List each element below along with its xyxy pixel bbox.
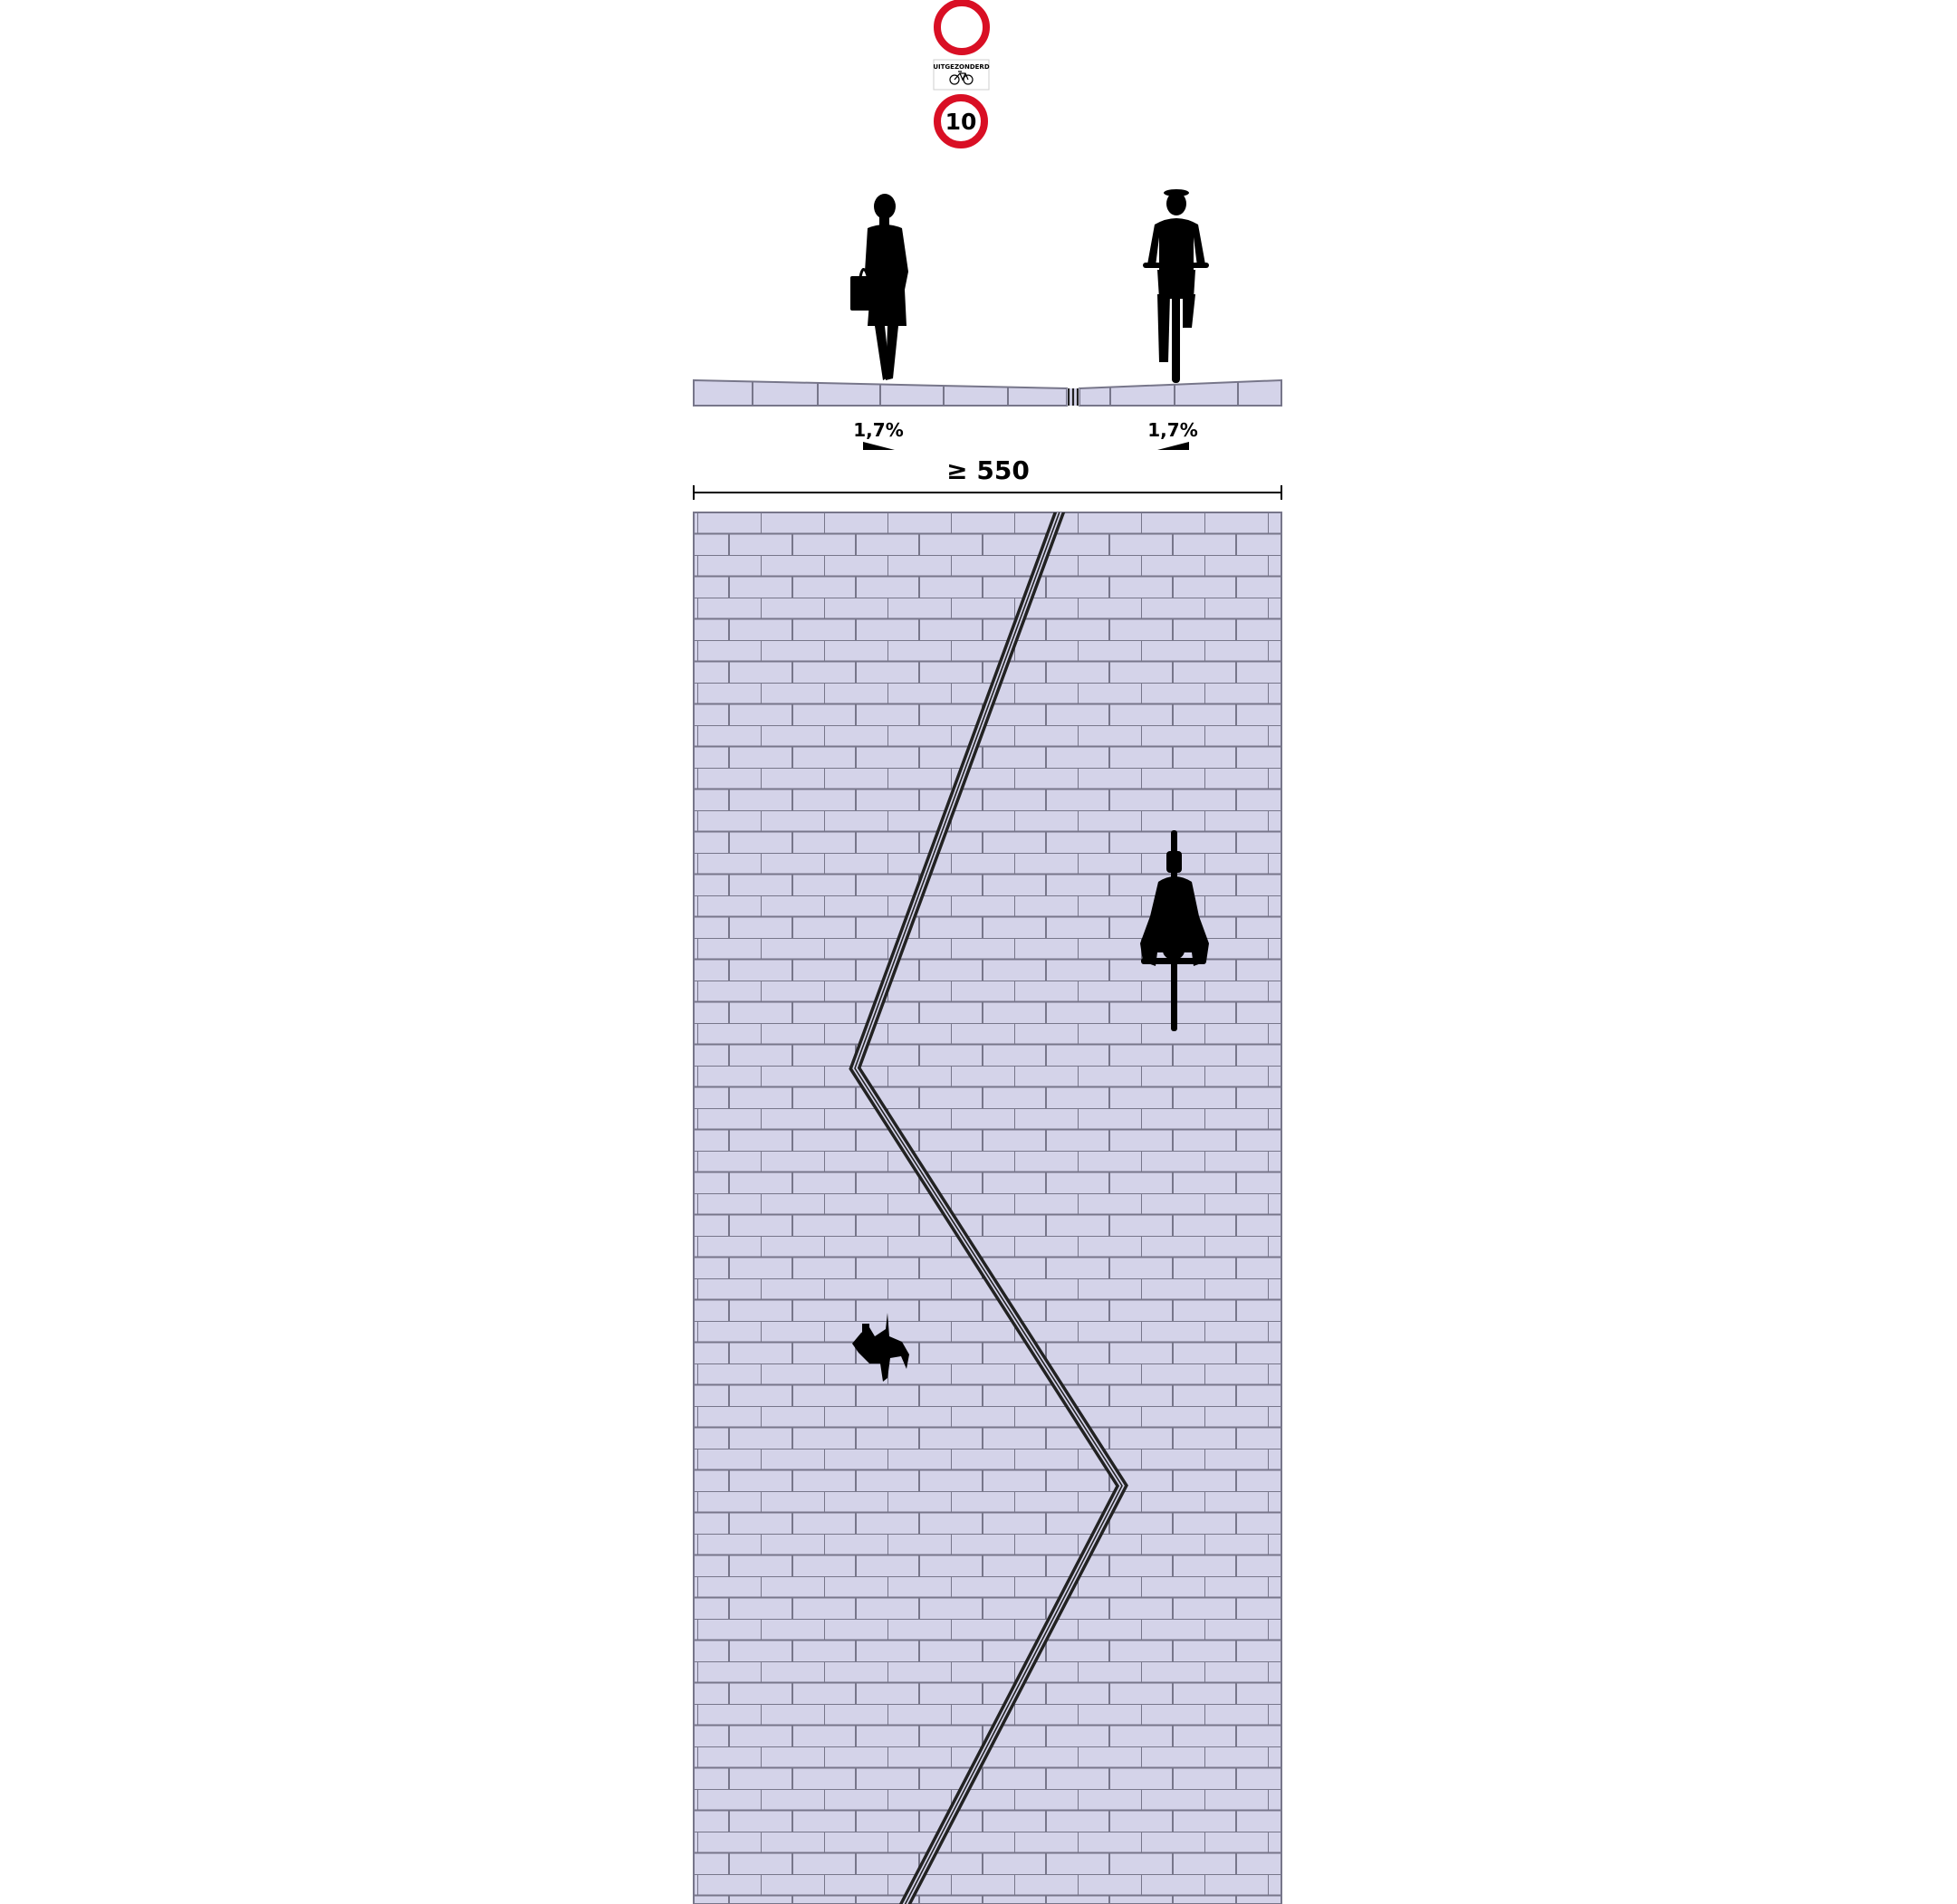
speed-limit-sign: 10 bbox=[934, 94, 988, 148]
speed-limit-value: 10 bbox=[945, 109, 977, 135]
pedestrian-icon bbox=[850, 194, 908, 380]
cross-section bbox=[693, 378, 1282, 407]
sub-sign-text: UITGEZONDERD bbox=[933, 63, 989, 71]
brick-paving bbox=[693, 512, 1282, 1904]
closed-to-vehicles-sign bbox=[934, 0, 990, 55]
plan-view bbox=[693, 512, 1282, 1904]
width-label: ≥ 550 bbox=[946, 455, 1030, 485]
slope-arrow-icon bbox=[863, 442, 895, 450]
left-slope-indicator: 1,7% bbox=[853, 419, 904, 450]
pedestrian-top-view-icon bbox=[852, 1313, 909, 1382]
zigzag-marking bbox=[849, 512, 1128, 1904]
bicycle-icon bbox=[949, 71, 974, 85]
exception-sub-sign: UITGEZONDERD bbox=[933, 59, 990, 91]
left-slope-label: 1,7% bbox=[853, 419, 903, 441]
traffic-sign-group: UITGEZONDERD 10 bbox=[933, 0, 990, 148]
right-slope-indicator: 1,7% bbox=[1147, 419, 1198, 450]
drainage-gutter bbox=[1067, 388, 1079, 406]
width-dimension: ≥ 550 bbox=[693, 455, 1282, 500]
right-slope-label: 1,7% bbox=[1147, 419, 1197, 441]
cyclist-top-view-icon bbox=[1140, 830, 1209, 1031]
cyclist-icon bbox=[1143, 189, 1209, 383]
slope-arrow-icon bbox=[1157, 442, 1189, 450]
